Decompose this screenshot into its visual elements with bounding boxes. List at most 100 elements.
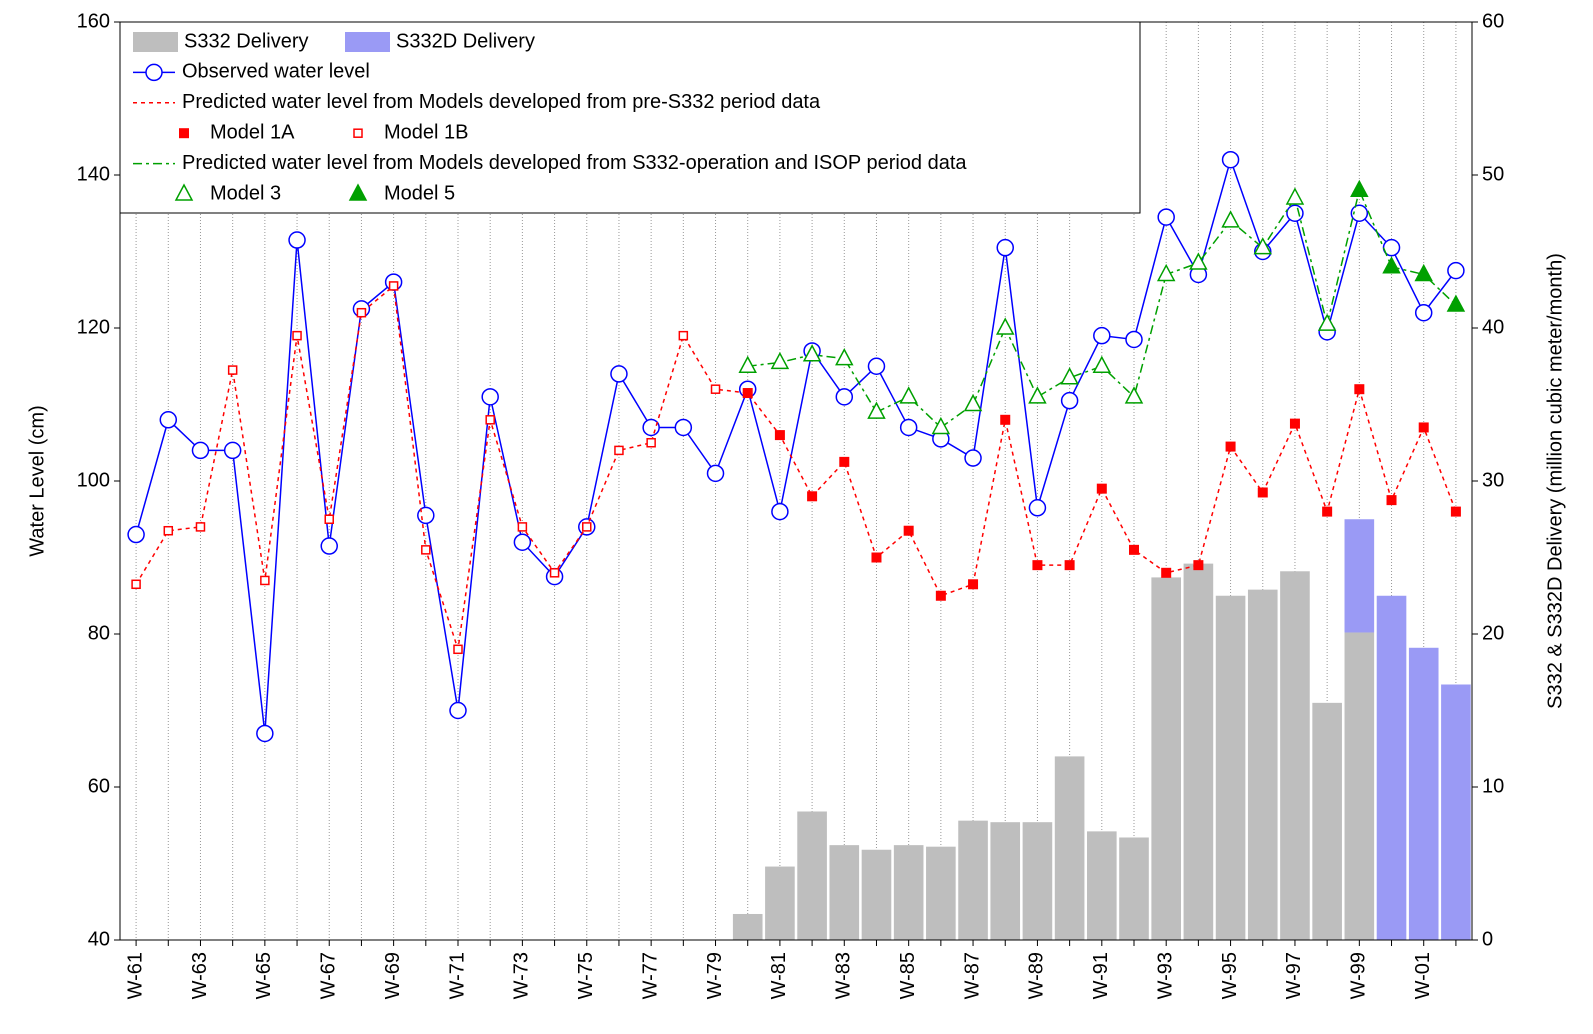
marker: [742, 388, 753, 399]
marker: [353, 128, 363, 138]
x-tick-label: W-87: [961, 952, 983, 999]
bar: [1280, 571, 1310, 940]
marker: [1156, 263, 1176, 282]
marker: [195, 522, 206, 532]
marker: [646, 438, 656, 448]
marker: [421, 545, 431, 555]
y2-tick-label: 10: [1482, 775, 1504, 797]
bar: [1408, 647, 1439, 940]
bar: [1087, 831, 1117, 940]
y2-tick-label: 0: [1482, 928, 1493, 950]
marker: [774, 430, 785, 441]
marker: [710, 384, 721, 394]
marker: [770, 351, 790, 370]
legend-label: Predicted water level from Models develo…: [182, 91, 821, 113]
marker: [1221, 150, 1240, 169]
legend-label: Model 1A: [210, 121, 295, 143]
marker: [610, 365, 628, 383]
marker: [738, 355, 757, 373]
marker: [1257, 487, 1268, 498]
marker: [582, 522, 592, 532]
marker: [1093, 326, 1111, 345]
bar: [990, 822, 1021, 940]
bar: [1119, 837, 1149, 940]
marker: [1221, 210, 1240, 228]
marker: [1414, 303, 1433, 322]
bar: [1215, 595, 1246, 940]
legend-label: Model 5: [384, 182, 455, 204]
marker: [1382, 256, 1401, 274]
bar: [861, 849, 892, 940]
marker: [227, 365, 238, 375]
bar: [1183, 563, 1214, 940]
legend-swatch: [133, 32, 178, 52]
y2-tick-label: 30: [1482, 469, 1504, 491]
legend-label: S332D Delivery: [396, 30, 535, 52]
bar: [893, 845, 924, 940]
marker: [388, 281, 399, 291]
x-tick-label: W-79: [704, 952, 726, 999]
marker: [1060, 367, 1079, 385]
marker: [963, 393, 983, 412]
x-tick-label: W-81: [768, 952, 790, 999]
y-tick-label: 160: [77, 10, 110, 32]
x-tick-label: W-77: [639, 952, 661, 999]
marker: [1225, 441, 1236, 452]
marker: [871, 552, 882, 563]
bar: [1022, 822, 1053, 940]
marker: [1418, 422, 1429, 433]
marker: [835, 348, 854, 366]
x-tick-label: W-01: [1412, 952, 1434, 999]
y-tick-label: 80: [88, 622, 110, 644]
y2-tick-label: 50: [1482, 163, 1504, 185]
y-tick-label: 40: [88, 928, 110, 950]
marker: [1447, 261, 1465, 280]
marker: [449, 701, 467, 720]
marker: [1125, 330, 1143, 349]
marker: [256, 724, 274, 743]
marker: [968, 579, 979, 590]
marker: [931, 416, 951, 435]
marker: [517, 522, 528, 532]
marker: [1285, 187, 1305, 205]
marker: [127, 525, 145, 544]
legend-label: S332 Delivery: [184, 30, 309, 52]
bar: [1151, 577, 1181, 940]
marker: [1032, 560, 1043, 571]
marker: [899, 386, 918, 404]
bar: [829, 845, 860, 940]
marker: [179, 128, 189, 139]
marker: [292, 330, 302, 341]
marker: [996, 238, 1014, 257]
marker: [549, 568, 560, 578]
marker: [453, 644, 463, 655]
marker: [1350, 179, 1369, 198]
marker: [964, 449, 982, 467]
x-tick-label: W-89: [1026, 952, 1048, 999]
marker: [1317, 313, 1337, 331]
marker: [903, 525, 914, 536]
bar: [1344, 519, 1375, 633]
bar: [1247, 589, 1278, 940]
marker: [1286, 204, 1304, 222]
marker: [260, 575, 270, 586]
x-tick-label: W-97: [1283, 952, 1305, 999]
marker: [674, 418, 693, 437]
marker: [1386, 495, 1397, 506]
bar: [1376, 595, 1407, 940]
marker: [1322, 506, 1333, 517]
marker: [1092, 355, 1112, 373]
marker: [223, 441, 242, 460]
marker: [1028, 499, 1047, 517]
x-tick-label: W-95: [1219, 952, 1241, 999]
marker: [174, 183, 194, 201]
marker: [935, 590, 946, 601]
marker: [1124, 386, 1144, 404]
marker: [771, 502, 789, 521]
y2-tick-label: 60: [1482, 10, 1504, 32]
marker: [1350, 204, 1369, 222]
y2-tick-label: 40: [1482, 316, 1504, 338]
y-tick-label: 120: [77, 316, 110, 338]
legend-swatch: [345, 32, 390, 52]
